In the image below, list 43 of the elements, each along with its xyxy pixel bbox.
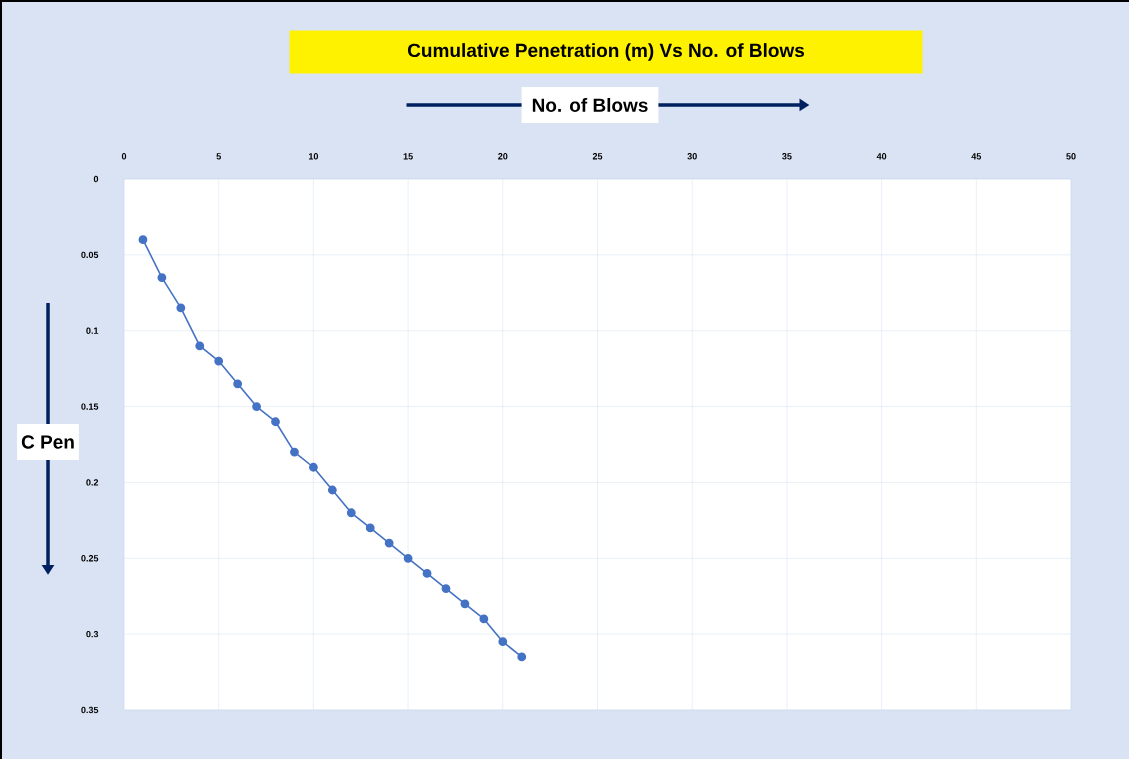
y-axis-title: C Pen — [21, 435, 74, 449]
x-tick-label: 15 — [403, 153, 413, 160]
point — [517, 652, 527, 662]
y-tick-label: 0 — [93, 175, 99, 183]
point — [157, 273, 167, 283]
y-tick-label: 0.1 — [86, 327, 99, 334]
x-tick-label: 45 — [971, 153, 982, 160]
chart-title: Cumulative Penetration (m) Vs No. of Blows — [407, 43, 805, 61]
y-tick-label: 0.15 — [81, 403, 99, 410]
point — [498, 637, 508, 647]
point — [176, 303, 186, 313]
point — [138, 235, 148, 245]
point — [346, 508, 356, 518]
point — [422, 569, 432, 578]
y-tick-label: 0.35 — [81, 706, 99, 714]
y-tick-label: 0.2 — [86, 479, 99, 486]
point — [290, 447, 299, 457]
y-tick-label: 0.25 — [81, 555, 99, 562]
x-tick-label: 30 — [687, 153, 697, 160]
point — [460, 599, 470, 609]
x-tick-label: 35 — [782, 153, 792, 160]
y-tick-label: 0.3 — [86, 630, 99, 638]
point — [441, 584, 451, 594]
x-tick-label: 50 — [1066, 153, 1076, 160]
point — [479, 614, 489, 624]
y-tick-label: 0.05 — [81, 251, 99, 259]
point — [214, 356, 224, 366]
x-tick-label: 0 — [121, 153, 127, 160]
point — [403, 553, 413, 563]
point — [327, 485, 337, 495]
point — [195, 341, 205, 351]
x-tick-label: 40 — [876, 153, 887, 160]
point — [252, 402, 261, 411]
point — [384, 538, 394, 548]
x-tick-label: 25 — [592, 153, 603, 160]
x-tick-label: 20 — [498, 153, 508, 160]
x-tick-label: 5 — [216, 153, 221, 160]
point — [309, 462, 318, 472]
point — [271, 417, 280, 427]
x-axis-title: No. of Blows — [532, 98, 648, 112]
point — [233, 379, 243, 389]
point — [365, 523, 375, 533]
x-tick-label: 10 — [308, 153, 319, 160]
